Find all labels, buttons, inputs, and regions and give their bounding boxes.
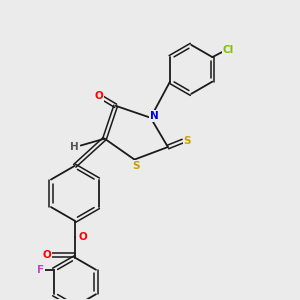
Text: S: S [184,136,191,146]
Text: H: H [70,142,79,152]
Text: O: O [78,232,87,242]
Text: O: O [78,232,87,242]
Text: F: F [37,265,44,275]
Text: O: O [95,91,103,101]
Text: O: O [42,250,51,260]
Text: Cl: Cl [223,45,234,55]
Text: F: F [37,265,44,275]
Text: Cl: Cl [223,45,234,55]
Text: O: O [95,91,103,101]
Text: S: S [184,136,191,146]
Text: N: N [150,111,159,121]
Text: N: N [150,111,159,121]
Text: O: O [42,250,51,260]
Text: S: S [132,161,140,171]
Text: H: H [70,142,79,152]
Text: S: S [132,161,140,171]
